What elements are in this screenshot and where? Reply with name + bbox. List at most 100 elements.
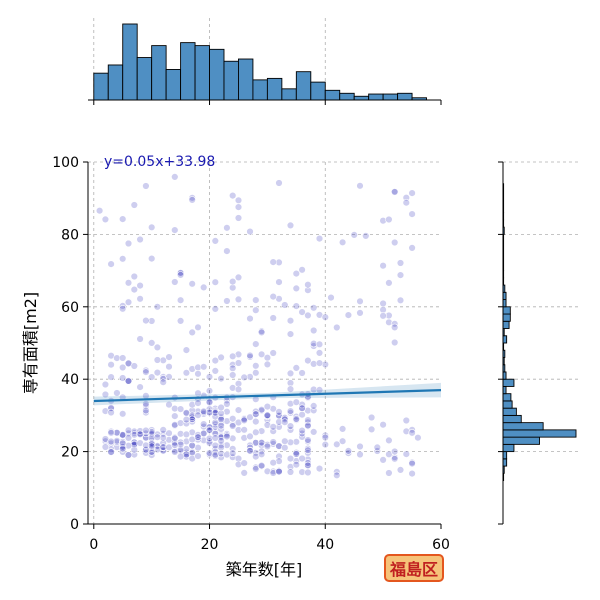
scatter-point — [298, 369, 306, 377]
scatter-point — [118, 445, 127, 453]
scatter-point — [286, 369, 295, 378]
scatter-point — [286, 385, 295, 393]
scatter-point — [344, 311, 353, 319]
scatter-point — [217, 441, 225, 449]
scatter-point — [107, 408, 115, 417]
scatter-point — [130, 272, 139, 281]
regression — [93, 382, 442, 406]
scatter-point — [408, 189, 416, 197]
scatter-point — [362, 232, 370, 240]
scatter-point — [211, 305, 220, 313]
scatter-point — [176, 419, 185, 427]
scatter-point — [292, 415, 300, 423]
scatter-point — [194, 444, 202, 452]
scatter-point — [153, 368, 162, 377]
scatter-point — [408, 469, 416, 478]
scatter-point — [321, 433, 329, 442]
scatter-point — [391, 453, 399, 461]
scatter-point — [344, 447, 353, 455]
scatter-point — [298, 404, 306, 412]
top-hist-bar — [310, 81, 326, 101]
scatter-point — [281, 437, 289, 445]
scatter-point — [211, 367, 220, 375]
scatter-point — [142, 406, 150, 415]
right-hist-bar — [502, 407, 517, 416]
scatter-point — [373, 443, 381, 452]
scatter-point — [124, 434, 133, 442]
scatter-points — [95, 173, 422, 479]
scatter-point — [182, 453, 191, 461]
right-hist-bar — [502, 320, 510, 329]
top-hist-bar — [295, 71, 312, 101]
scatter-point — [367, 413, 376, 422]
scatter-point — [333, 440, 341, 448]
scatter-point — [286, 409, 295, 417]
scatter-point — [130, 438, 139, 446]
scatter-point — [188, 401, 196, 409]
scatter-point — [229, 415, 237, 423]
scatter-point — [252, 407, 260, 416]
scatter-point — [246, 447, 254, 455]
scatter-point — [124, 279, 133, 287]
right-hist-bar — [502, 458, 508, 467]
scatter-point — [171, 448, 179, 456]
scatter-point — [148, 373, 156, 381]
scatter-point — [148, 448, 156, 456]
scatter-point — [292, 284, 300, 293]
scatter-point — [310, 342, 318, 350]
scatter-point — [182, 419, 191, 428]
scatter-point — [194, 389, 202, 397]
scatter-point — [252, 296, 260, 304]
scatter-point — [118, 354, 127, 362]
scatter-point — [182, 415, 191, 424]
scatter-point — [269, 423, 277, 431]
scatter-point — [229, 277, 237, 286]
scatter-point — [257, 406, 266, 414]
scatter-point — [142, 316, 150, 325]
scatter-point — [205, 437, 214, 445]
scatter-point — [188, 280, 196, 288]
scatter-point — [118, 302, 127, 310]
scatter-point — [159, 430, 167, 438]
scatter-point — [379, 262, 387, 270]
scatter-point — [385, 469, 393, 477]
scatter-point — [200, 363, 208, 371]
scatter-point — [298, 454, 306, 463]
scatter-point — [159, 426, 167, 434]
scatter-point — [257, 328, 266, 337]
scatter-point — [234, 406, 243, 414]
top-hist-bar — [223, 60, 239, 101]
scatter-point — [257, 439, 266, 447]
scatter-point — [124, 377, 133, 385]
scatter-point — [113, 389, 121, 397]
scatter-point — [200, 283, 208, 292]
scatter-point — [101, 407, 110, 415]
scatter-point — [263, 411, 272, 420]
scatter-point — [408, 459, 416, 468]
top-hist-bar — [353, 95, 370, 101]
scatter-point — [176, 405, 185, 413]
scatter-point — [142, 429, 150, 438]
scatter-point — [205, 387, 214, 395]
scatter-point — [165, 373, 173, 381]
scatter-point — [176, 317, 185, 325]
scatter-point — [229, 445, 237, 453]
scatter-point — [200, 420, 208, 428]
top-hist-bar — [107, 64, 124, 101]
scatter-point — [269, 469, 277, 477]
scatter-point — [171, 421, 179, 429]
scatter-point — [124, 239, 133, 248]
scatter-point — [234, 460, 243, 469]
scatter-point — [159, 356, 167, 364]
scatter-point — [286, 400, 295, 408]
scatter-point — [240, 469, 248, 477]
scatter-point — [286, 422, 295, 430]
scatter-point — [205, 398, 214, 407]
scatter-point — [188, 196, 196, 204]
scatter-point — [171, 226, 179, 234]
scatter-point — [176, 438, 185, 446]
scatter-point — [240, 459, 248, 467]
scatter-point — [211, 237, 220, 245]
scatter-point — [269, 405, 277, 413]
scatter-point — [136, 383, 144, 391]
